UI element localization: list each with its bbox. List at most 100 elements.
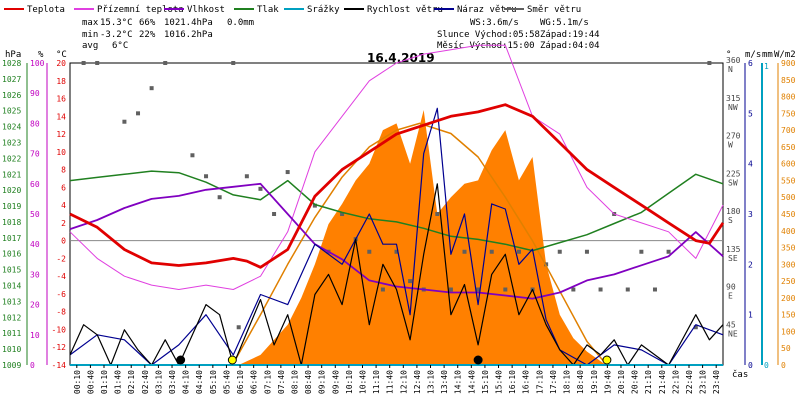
stats-wg: WG:5.1m/s	[540, 18, 589, 28]
wind-dir-point	[435, 212, 440, 216]
tick-label-hpa: 1018	[2, 218, 21, 227]
tick-label-hpa: 1022	[2, 154, 21, 163]
x-tick-label: 22:40	[685, 370, 694, 394]
wind-dir-point	[122, 119, 127, 124]
legend-label-wind-speed: Rychlost větru	[367, 5, 443, 15]
axis-unit-hpa: hPa	[5, 50, 21, 60]
tick-label-wm2: 300	[781, 260, 796, 269]
tick-label-wm2: 900	[781, 59, 796, 68]
stats-moon: Měsíc Východ:15:00	[437, 41, 535, 51]
tick-label-pct: 40	[30, 240, 40, 249]
x-tick-label: 11:40	[386, 370, 395, 394]
tick-label-temp: 0	[61, 237, 66, 246]
wind-dir-point	[462, 249, 467, 254]
tick-label-temp: 10	[56, 148, 66, 157]
wind-dir-point	[236, 325, 241, 330]
tick-label-hpa: 1027	[2, 75, 21, 84]
x-tick-label: 01:10	[100, 370, 109, 394]
wind-dir-point	[312, 203, 317, 208]
tick-label-dir-deg: 360	[726, 56, 741, 65]
tick-label-wm2: 250	[781, 277, 796, 286]
wind-dir-point	[163, 61, 168, 65]
tick-label-wm2: 700	[781, 126, 796, 135]
tick-label-mm: 0	[764, 361, 769, 370]
wind-dir-point	[394, 249, 399, 254]
wind-dir-point	[489, 249, 494, 254]
axis-ticks: 1009101010111012101310141015101610171018…	[2, 56, 796, 370]
tick-label-wm2: 400	[781, 227, 796, 236]
stats-ws: WS:3.6m/s	[470, 18, 519, 28]
x-tick-label: 14:10	[454, 370, 463, 394]
stats-avg-label: avg	[82, 41, 98, 51]
wind-dir-point	[476, 287, 481, 292]
x-tick-label: 15:10	[481, 370, 490, 394]
legend: Teplota Přízemní teplota Vlhkost Tlak Sr…	[4, 5, 581, 15]
x-tick-label: 00:10	[73, 370, 82, 394]
wind-dir-point	[584, 249, 589, 254]
x-tick-label: 17:10	[535, 370, 544, 394]
legend-label-pressure: Tlak	[257, 5, 279, 15]
wind-dir-point	[448, 287, 453, 292]
wind-dir-point	[285, 170, 290, 175]
x-tick-label: 05:40	[222, 370, 231, 394]
tick-label-dir-deg: 225	[726, 169, 741, 178]
x-tick-label: 16:10	[508, 370, 517, 394]
x-tick-label: 14:40	[467, 370, 476, 394]
x-tick-label: 05:10	[209, 370, 218, 394]
axis-unit-ms: m/s	[745, 50, 761, 60]
chart-title: 16.4.2019	[367, 51, 435, 65]
tick-label-dir-name: NW	[728, 103, 738, 112]
tick-label-pct: 10	[30, 331, 40, 340]
x-tick-label: 19:40	[603, 370, 612, 394]
tick-label-wm2: 850	[781, 76, 796, 85]
tick-label-temp: 18	[56, 77, 66, 86]
axis-x-label: čas	[732, 369, 748, 380]
tick-label-wm2: 550	[781, 176, 796, 185]
tick-label-temp: 20	[56, 59, 66, 68]
wind-dir-point	[639, 249, 644, 254]
tick-label-temp: -14	[52, 361, 67, 370]
stats-max-label: max	[82, 18, 99, 28]
tick-label-hpa: 1014	[2, 282, 21, 291]
x-tick-label: 19:10	[590, 370, 599, 394]
tick-label-hpa: 1028	[2, 59, 21, 68]
axis-unit-degc: °C	[56, 50, 67, 60]
wind-dir-point	[652, 287, 657, 292]
x-tick-label: 18:10	[563, 370, 572, 394]
legend-label-precip: Srážky	[307, 5, 340, 15]
stats-moon-set: Západ:04:04	[540, 41, 600, 51]
axis-unit-deg: °	[726, 50, 731, 60]
x-tick-label: 06:10	[236, 370, 245, 394]
tick-label-ms: 6	[748, 59, 753, 68]
x-tick-label: 20:10	[617, 370, 626, 394]
tick-label-wm2: 350	[781, 244, 796, 253]
x-tick-label: 16:40	[522, 370, 531, 394]
tick-label-wm2: 650	[781, 143, 796, 152]
x-tick-label: 23:40	[712, 370, 721, 394]
moonrise-marker	[473, 355, 483, 365]
wind-dir-point	[217, 195, 222, 200]
tick-label-hpa: 1017	[2, 234, 21, 243]
pressure-line	[69, 170, 724, 252]
tick-label-hpa: 1026	[2, 91, 21, 100]
tick-label-hpa: 1021	[2, 170, 21, 179]
tick-label-hpa: 1019	[2, 202, 21, 211]
tick-label-dir-name: SE	[728, 254, 738, 263]
stats-sun: Slunce Východ:05:58	[437, 30, 540, 40]
radiation-fill	[238, 110, 607, 365]
wind-dir-point	[707, 61, 712, 65]
wind-dir-point	[516, 249, 521, 254]
x-tick-label: 18:40	[576, 370, 585, 394]
stats-avg-temp: 6°C	[112, 41, 128, 51]
tick-label-wm2: 100	[781, 327, 796, 336]
x-tick-label: 21:40	[658, 370, 667, 394]
tick-label-pct: 50	[30, 210, 40, 219]
sun-moon-marks	[176, 355, 612, 365]
stats-sun-set: Západ:19:44	[540, 30, 600, 40]
wind-gust-line	[69, 107, 724, 366]
wind-dir-point	[244, 174, 249, 179]
x-tick-label: 06:40	[250, 370, 259, 394]
temperature-line	[69, 103, 725, 269]
axis-unit-wm2: W/m2	[774, 50, 796, 60]
tick-label-temp: 12	[56, 130, 66, 139]
